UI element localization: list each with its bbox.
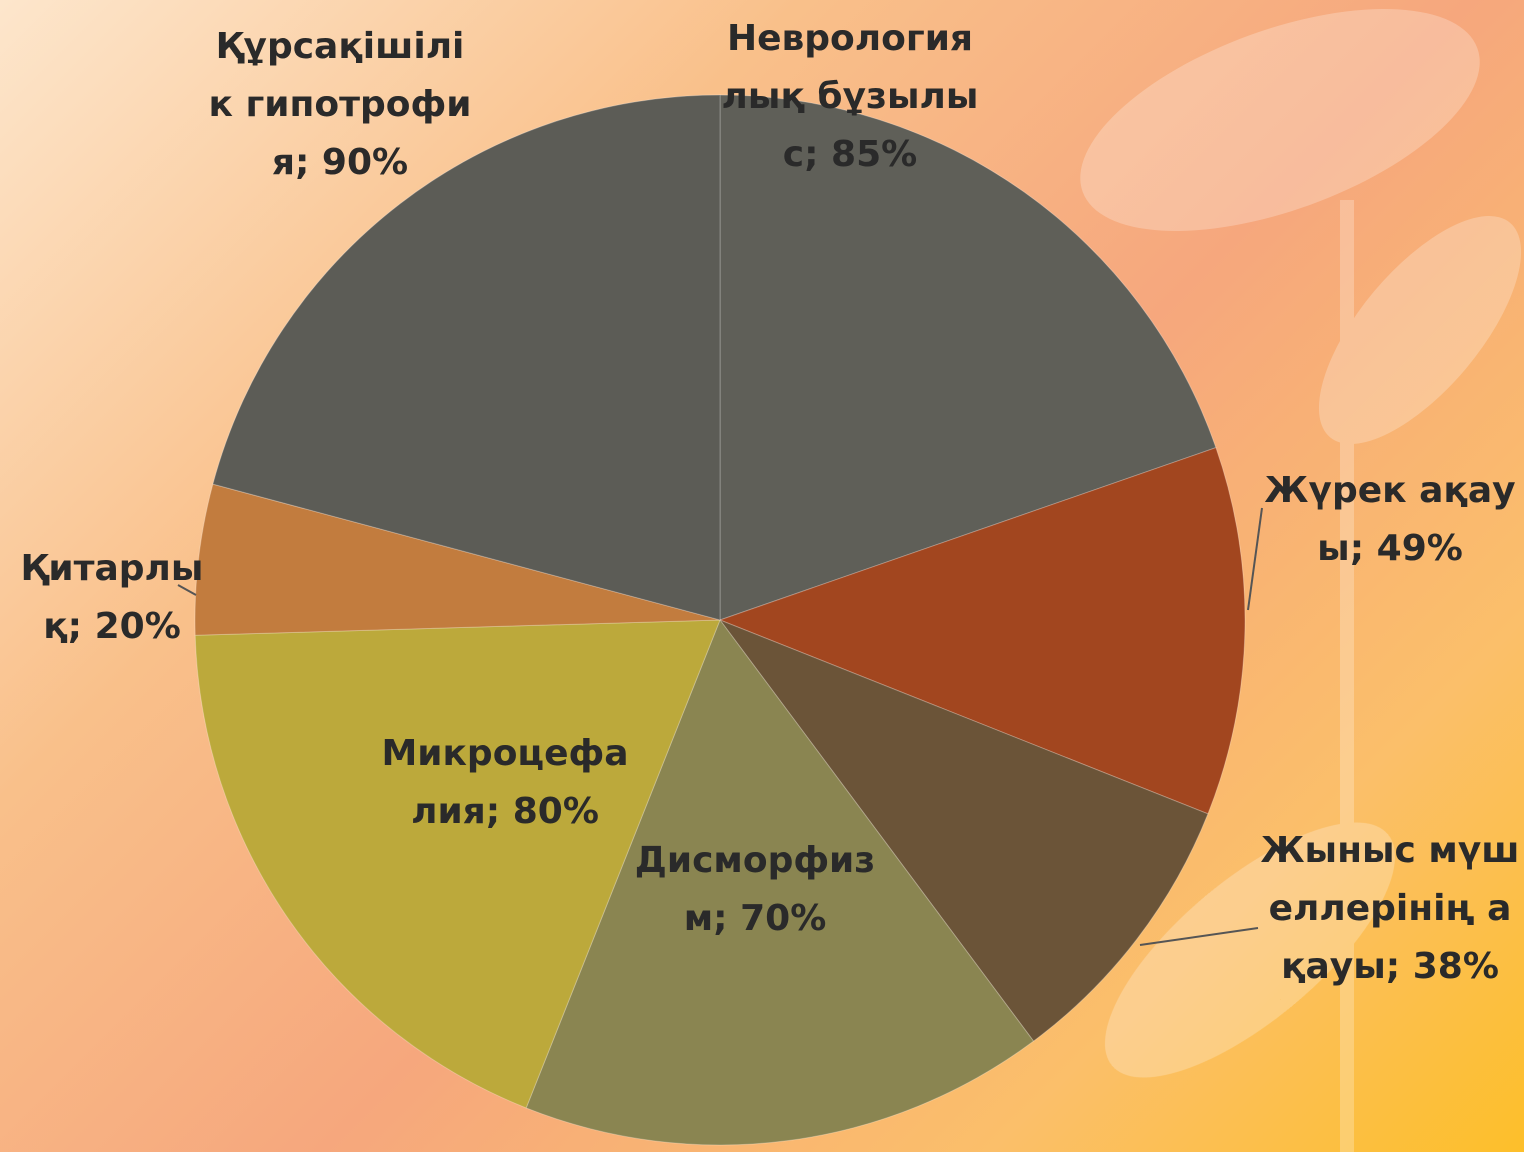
data-label: Жыныс мүшеллерінің ақауы; 38% bbox=[1260, 822, 1520, 996]
data-label: Қитарлық; 20% bbox=[7, 540, 217, 656]
data-label: Дисморфизм; 70% bbox=[620, 832, 890, 948]
data-label: Құрсақішілік гипотрофия; 90% bbox=[205, 18, 475, 192]
data-label: Жүрек ақауы; 49% bbox=[1260, 462, 1520, 578]
data-label: Микроцефалия; 80% bbox=[370, 725, 640, 841]
page: Неврологиялық бұзылыс; 85% Жүрек ақауы; 4… bbox=[0, 0, 1524, 1152]
data-label: Неврологиялық бұзылыс; 85% bbox=[715, 10, 985, 184]
